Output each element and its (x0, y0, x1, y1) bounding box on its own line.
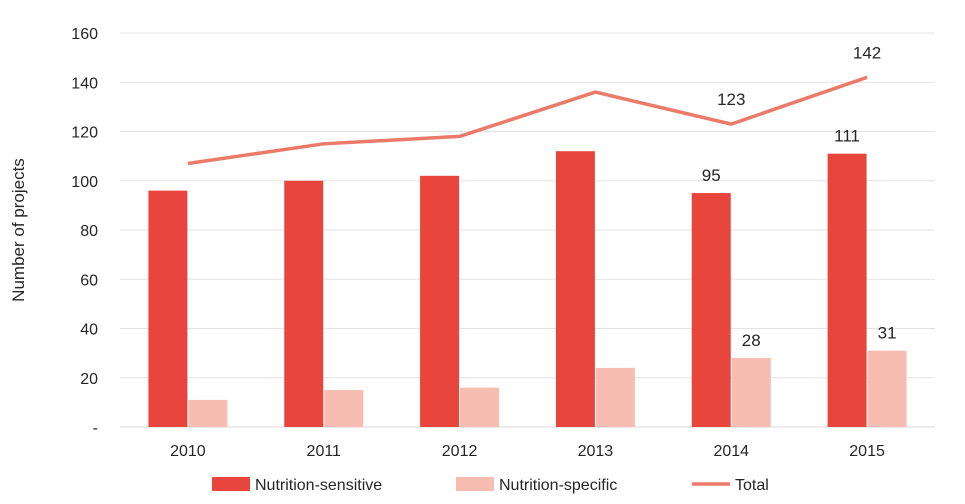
x-tick-label: 2011 (307, 443, 342, 460)
bars (148, 151, 907, 427)
data-label: 31 (878, 324, 897, 343)
bar-nutrition-specific (324, 390, 364, 427)
bar-nutrition-sensitive (148, 190, 188, 427)
bar-nutrition-sensitive (420, 175, 460, 427)
y-axis-title: Number of projects (9, 158, 28, 302)
y-tick-label: 160 (71, 26, 98, 43)
bar-nutrition-specific (595, 367, 635, 427)
data-label: 123 (717, 90, 745, 109)
line-total (187, 75, 868, 166)
legend-label: Nutrition-sensitive (255, 477, 382, 494)
bar-nutrition-specific (188, 399, 228, 427)
bar-nutrition-sensitive (284, 180, 324, 427)
x-tick-label: 2014 (713, 443, 749, 460)
data-labels: 95 111 28 31 123 142 (702, 43, 897, 350)
bar-nutrition-specific (867, 350, 907, 427)
bar-nutrition-specific (731, 358, 771, 427)
legend-swatch (212, 477, 250, 491)
x-tick-label: 2013 (578, 443, 614, 460)
gridlines (120, 32, 935, 428)
bar-nutrition-sensitive (827, 153, 867, 427)
legend: Nutrition-sensitive Nutrition-specific Tot… (212, 477, 769, 494)
data-label: 142 (853, 43, 881, 62)
y-tick-label: 40 (80, 322, 98, 339)
legend-label: Total (735, 477, 769, 494)
legend-swatch (456, 477, 494, 491)
y-tick-label: 140 (71, 75, 98, 92)
legend-item: Nutrition-sensitive (212, 477, 382, 494)
y-tick-label: 80 (80, 223, 98, 240)
bar-nutrition-sensitive (691, 193, 731, 427)
total-line (187, 75, 868, 166)
y-tick-label: 60 (80, 272, 98, 289)
x-axis-ticks: 2010 2011 2012 2013 2014 2015 (170, 443, 885, 460)
data-label: 28 (742, 331, 761, 350)
legend-item: Total (692, 477, 769, 494)
y-tick-label: 20 (80, 371, 98, 388)
data-label: 95 (702, 166, 721, 185)
y-tick-label: 100 (71, 174, 98, 191)
legend-item: Nutrition-specific (456, 477, 617, 494)
legend-label: Nutrition-specific (499, 477, 617, 494)
bar-nutrition-sensitive (555, 151, 595, 427)
x-tick-label: 2015 (849, 443, 885, 460)
bar-nutrition-specific (460, 387, 500, 427)
x-tick-label: 2010 (170, 443, 206, 460)
x-tick-label: 2012 (442, 443, 478, 460)
y-tick-label: - (93, 420, 98, 437)
data-label: 111 (834, 127, 860, 146)
y-tick-label: 120 (71, 125, 98, 142)
y-axis-ticks: - 20 40 60 80 100 120 140 160 (71, 26, 98, 437)
